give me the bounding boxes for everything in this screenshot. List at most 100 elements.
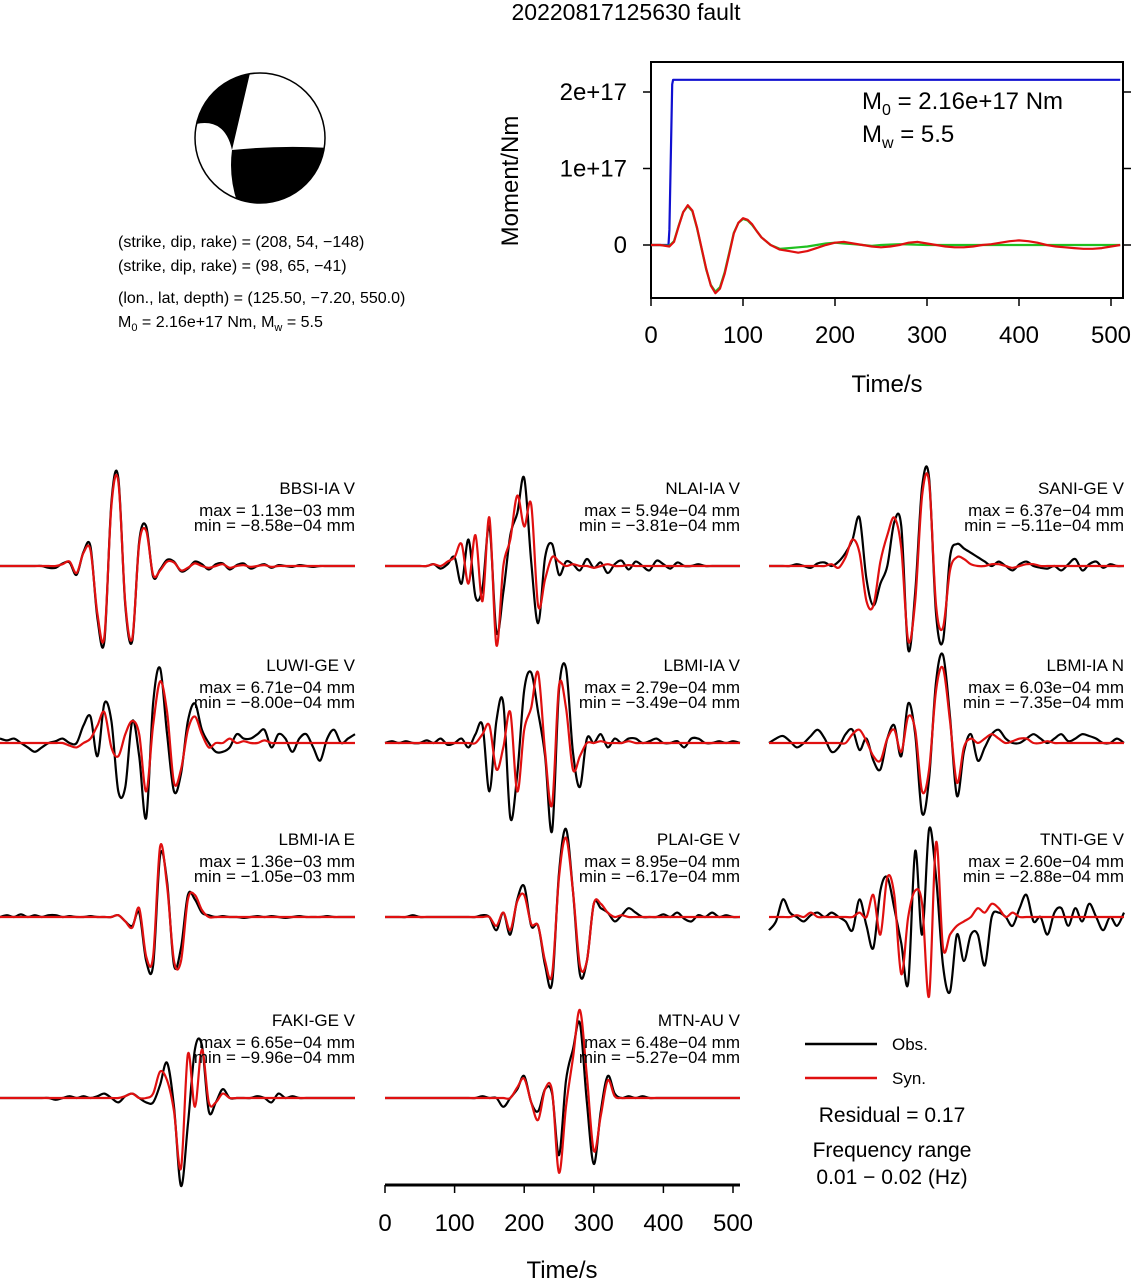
- moment-ytick-label: 1e+17: [560, 156, 627, 183]
- synthetic-trace: [0, 473, 355, 644]
- waveform-xtick-label: 400: [643, 1210, 683, 1237]
- waveform-xtick-label: 200: [504, 1210, 544, 1237]
- synthetic-trace: [0, 1048, 355, 1171]
- beachball-icon: [194, 72, 326, 204]
- legend: Obs. Syn. Residual = 0.17 Frequency rang…: [805, 1035, 971, 1189]
- station-max-label: max = 6.71e−04 mm: [199, 678, 355, 697]
- station-label: SANI-GE V: [1038, 479, 1125, 498]
- waveform-xtick-label: 0: [378, 1210, 391, 1237]
- nodal-plane-2: (strike, dip, rake) = (98, 65, −41): [118, 258, 347, 275]
- moment-series: [651, 78, 1121, 295]
- synthetic-trace: [0, 680, 355, 793]
- moment-axes: 0 100 200 300 400 500 0 1e+17 2e+17: [560, 79, 1131, 349]
- hypocenter-location: (lon., lat, depth) = (125.50, −7.20, 550…: [118, 290, 405, 307]
- station-max-label: max = 1.13e−03 mm: [199, 501, 355, 520]
- station-max-label: max = 6.65e−04 mm: [199, 1033, 355, 1052]
- station-max-label: max = 1.36e−03 mm: [199, 852, 355, 871]
- station-label: NLAI-IA V: [665, 479, 740, 498]
- station-label: PLAI-GE V: [657, 830, 741, 849]
- station-min-label: min = −8.00e−04 mm: [194, 693, 355, 712]
- moment-xtick-label: 0: [644, 322, 657, 349]
- waveform-time-axis: 0 100 200 300 400 500 Time/s: [378, 1183, 753, 1281]
- station-max-label: max = 5.94e−04 mm: [584, 501, 740, 520]
- legend-syn-label: Syn.: [892, 1069, 926, 1088]
- station-min-label: min = −9.96e−04 mm: [194, 1048, 355, 1067]
- moment-rate-smoothed-line: [651, 204, 1121, 295]
- station-min-label: min = −7.35e−04 mm: [963, 693, 1124, 712]
- moment-plot-frame: [650, 61, 1124, 299]
- station-max-label: max = 2.79e−04 mm: [584, 678, 740, 697]
- synthetic-trace: [385, 836, 740, 981]
- station-label: LBMI-IA N: [1047, 656, 1124, 675]
- observed-trace: [768, 826, 1125, 995]
- station-label: MTN-AU V: [658, 1011, 741, 1030]
- moment-annotation-mw: Mw = 5.5: [862, 121, 954, 152]
- station-label: BBSI-IA V: [279, 479, 355, 498]
- station-label: LBMI-IA V: [663, 656, 740, 675]
- station-max-label: max = 8.95e−04 mm: [584, 852, 740, 871]
- station-label: LBMI-IA E: [278, 830, 355, 849]
- station-min-label: min = −3.49e−04 mm: [579, 693, 740, 712]
- synthetic-trace: [0, 843, 355, 971]
- legend-obs-label: Obs.: [892, 1035, 928, 1054]
- moment-rate-line: [651, 204, 1121, 293]
- station-min-label: min = −1.05e−03 mm: [194, 867, 355, 886]
- moment-xtick-label: 400: [999, 322, 1039, 349]
- moment-plot: 0 100 200 300 400 500 0 1e+17 2e+17 Moment/Nm Ti…: [497, 61, 1131, 398]
- station-label: FAKI-GE V: [272, 1011, 356, 1030]
- station-max-label: max = 2.60e−04 mm: [968, 852, 1124, 871]
- moment-xtick-label: 300: [907, 322, 947, 349]
- observed-trace: [768, 465, 1125, 653]
- moment-annotation-m0: M0 = 2.16e+17 Nm: [862, 88, 1063, 119]
- waveform-axis-ticks: 0 100 200 300 400 500: [378, 1185, 753, 1237]
- observed-trace: [384, 475, 740, 636]
- station-min-label: min = −5.11e−04 mm: [964, 516, 1124, 535]
- synthetic-trace: [769, 841, 1124, 998]
- moment-xtick-label: 100: [723, 322, 763, 349]
- waveform-xtick-label: 500: [713, 1210, 753, 1237]
- synthetic-trace: [384, 494, 740, 647]
- observed-trace: [0, 666, 356, 820]
- frequency-range-title: Frequency range: [813, 1139, 972, 1162]
- moment-ytick-label: 0: [614, 232, 627, 259]
- figure-title: 20220817125630 fault: [512, 0, 742, 25]
- station-max-label: max = 6.37e−04 mm: [968, 501, 1124, 520]
- moment-ytick-label: 2e+17: [560, 79, 627, 106]
- station-min-label: min = −2.88e−04 mm: [963, 867, 1124, 886]
- synthetic-trace: [769, 665, 1124, 795]
- nodal-plane-1: (strike, dip, rake) = (208, 54, −148): [118, 234, 364, 251]
- station-min-label: min = −5.27e−04 mm: [579, 1048, 740, 1067]
- observed-trace: [768, 652, 1125, 816]
- frequency-range-value: 0.01 − 0.02 (Hz): [816, 1166, 967, 1189]
- moment-xlabel: Time/s: [851, 371, 922, 398]
- moment-ylabel: Moment/Nm: [497, 116, 524, 247]
- synthetic-trace: [385, 670, 740, 808]
- waveform-xtick-label: 100: [435, 1210, 475, 1237]
- station-min-label: min = −8.58e−04 mm: [194, 516, 355, 535]
- synthetic-trace: [385, 1008, 740, 1174]
- station-min-label: min = −3.81e−04 mm: [579, 516, 740, 535]
- waveform-xlabel: Time/s: [526, 1257, 597, 1281]
- synthetic-trace: [768, 472, 1124, 644]
- moment-magnitude-line: M0 = 2.16e+17 Nm, Mw = 5.5: [118, 314, 323, 334]
- residual-label: Residual = 0.17: [819, 1104, 966, 1127]
- station-label: LUWI-GE V: [266, 656, 355, 675]
- moment-xtick-label: 200: [815, 322, 855, 349]
- station-max-label: max = 6.48e−04 mm: [584, 1033, 740, 1052]
- station-label: TNTI-GE V: [1040, 830, 1125, 849]
- waveform-xtick-label: 300: [574, 1210, 614, 1237]
- station-min-label: min = −6.17e−04 mm: [579, 867, 740, 886]
